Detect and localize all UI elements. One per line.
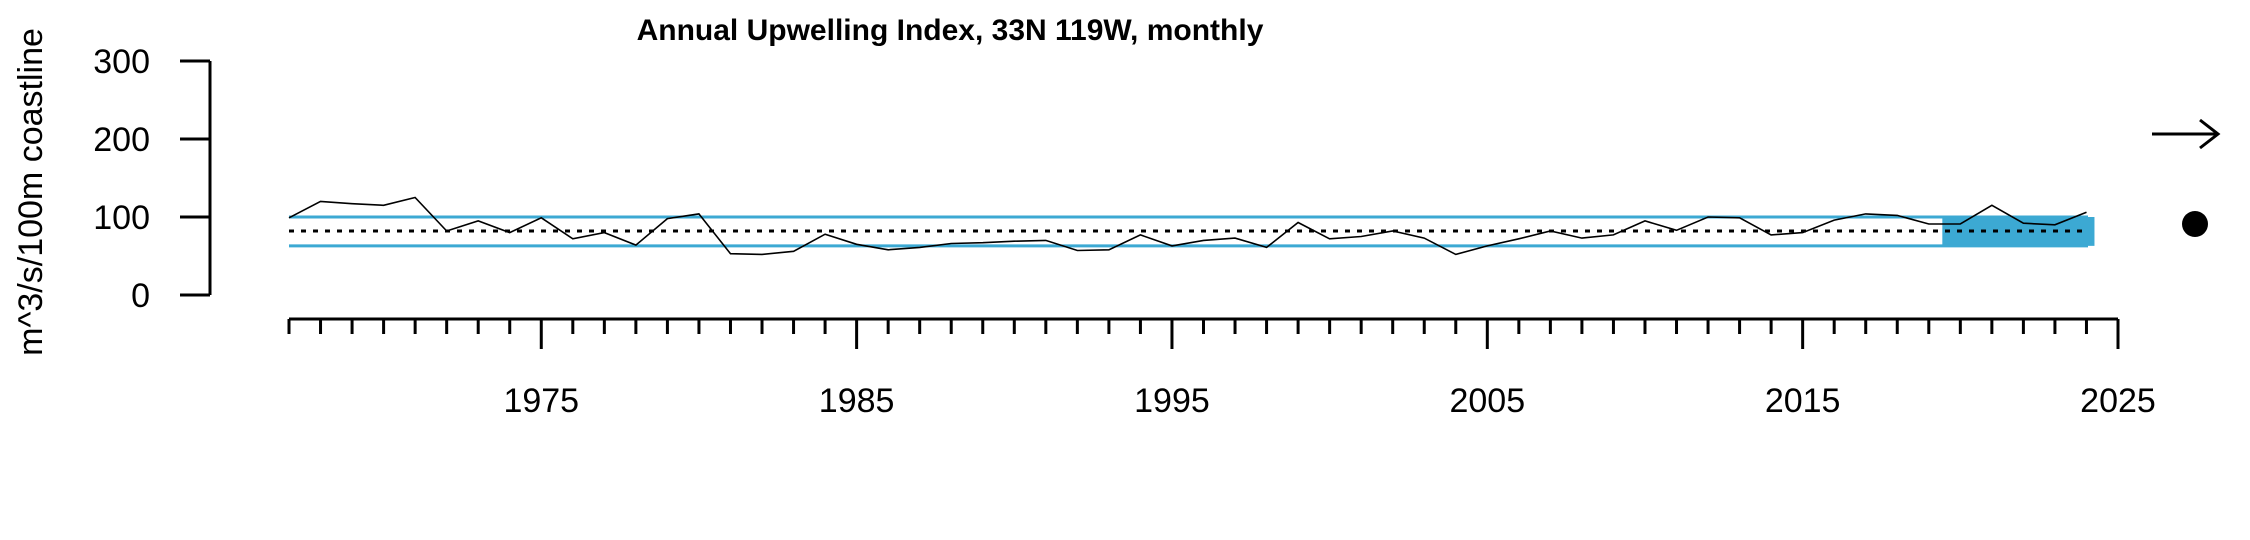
x-tick-label: 2005 (1449, 382, 1525, 420)
y-tick-label: 300 (93, 43, 150, 81)
x-axis: 1975 1985 1995 2005 2015 2025 (287, 317, 2156, 420)
right-arrow-icon (2152, 118, 2221, 150)
trend-indicators (2152, 118, 2221, 237)
x-tick-label: 1995 (1134, 382, 1210, 420)
y-tick-label: 200 (93, 121, 150, 159)
series-group (288, 196, 2087, 256)
y-axis-label: m^3/s/100m coastline (12, 28, 50, 356)
reference-lines (289, 215, 2088, 248)
chart-title: Annual Upwelling Index, 33N 119W, monthl… (637, 14, 1264, 47)
filled-circle-icon (2182, 211, 2208, 237)
x-tick-label: 2025 (2080, 382, 2156, 420)
y-tick-label: 100 (93, 199, 150, 237)
x-tick-label: 1985 (819, 382, 895, 420)
y-tick-label: 0 (131, 277, 150, 315)
series-line-0 (288, 196, 2087, 256)
x-tick-label: 2015 (1765, 382, 1841, 420)
x-tick-label: 1975 (503, 382, 579, 420)
y-axis: 0 100 200 300 (93, 43, 212, 315)
